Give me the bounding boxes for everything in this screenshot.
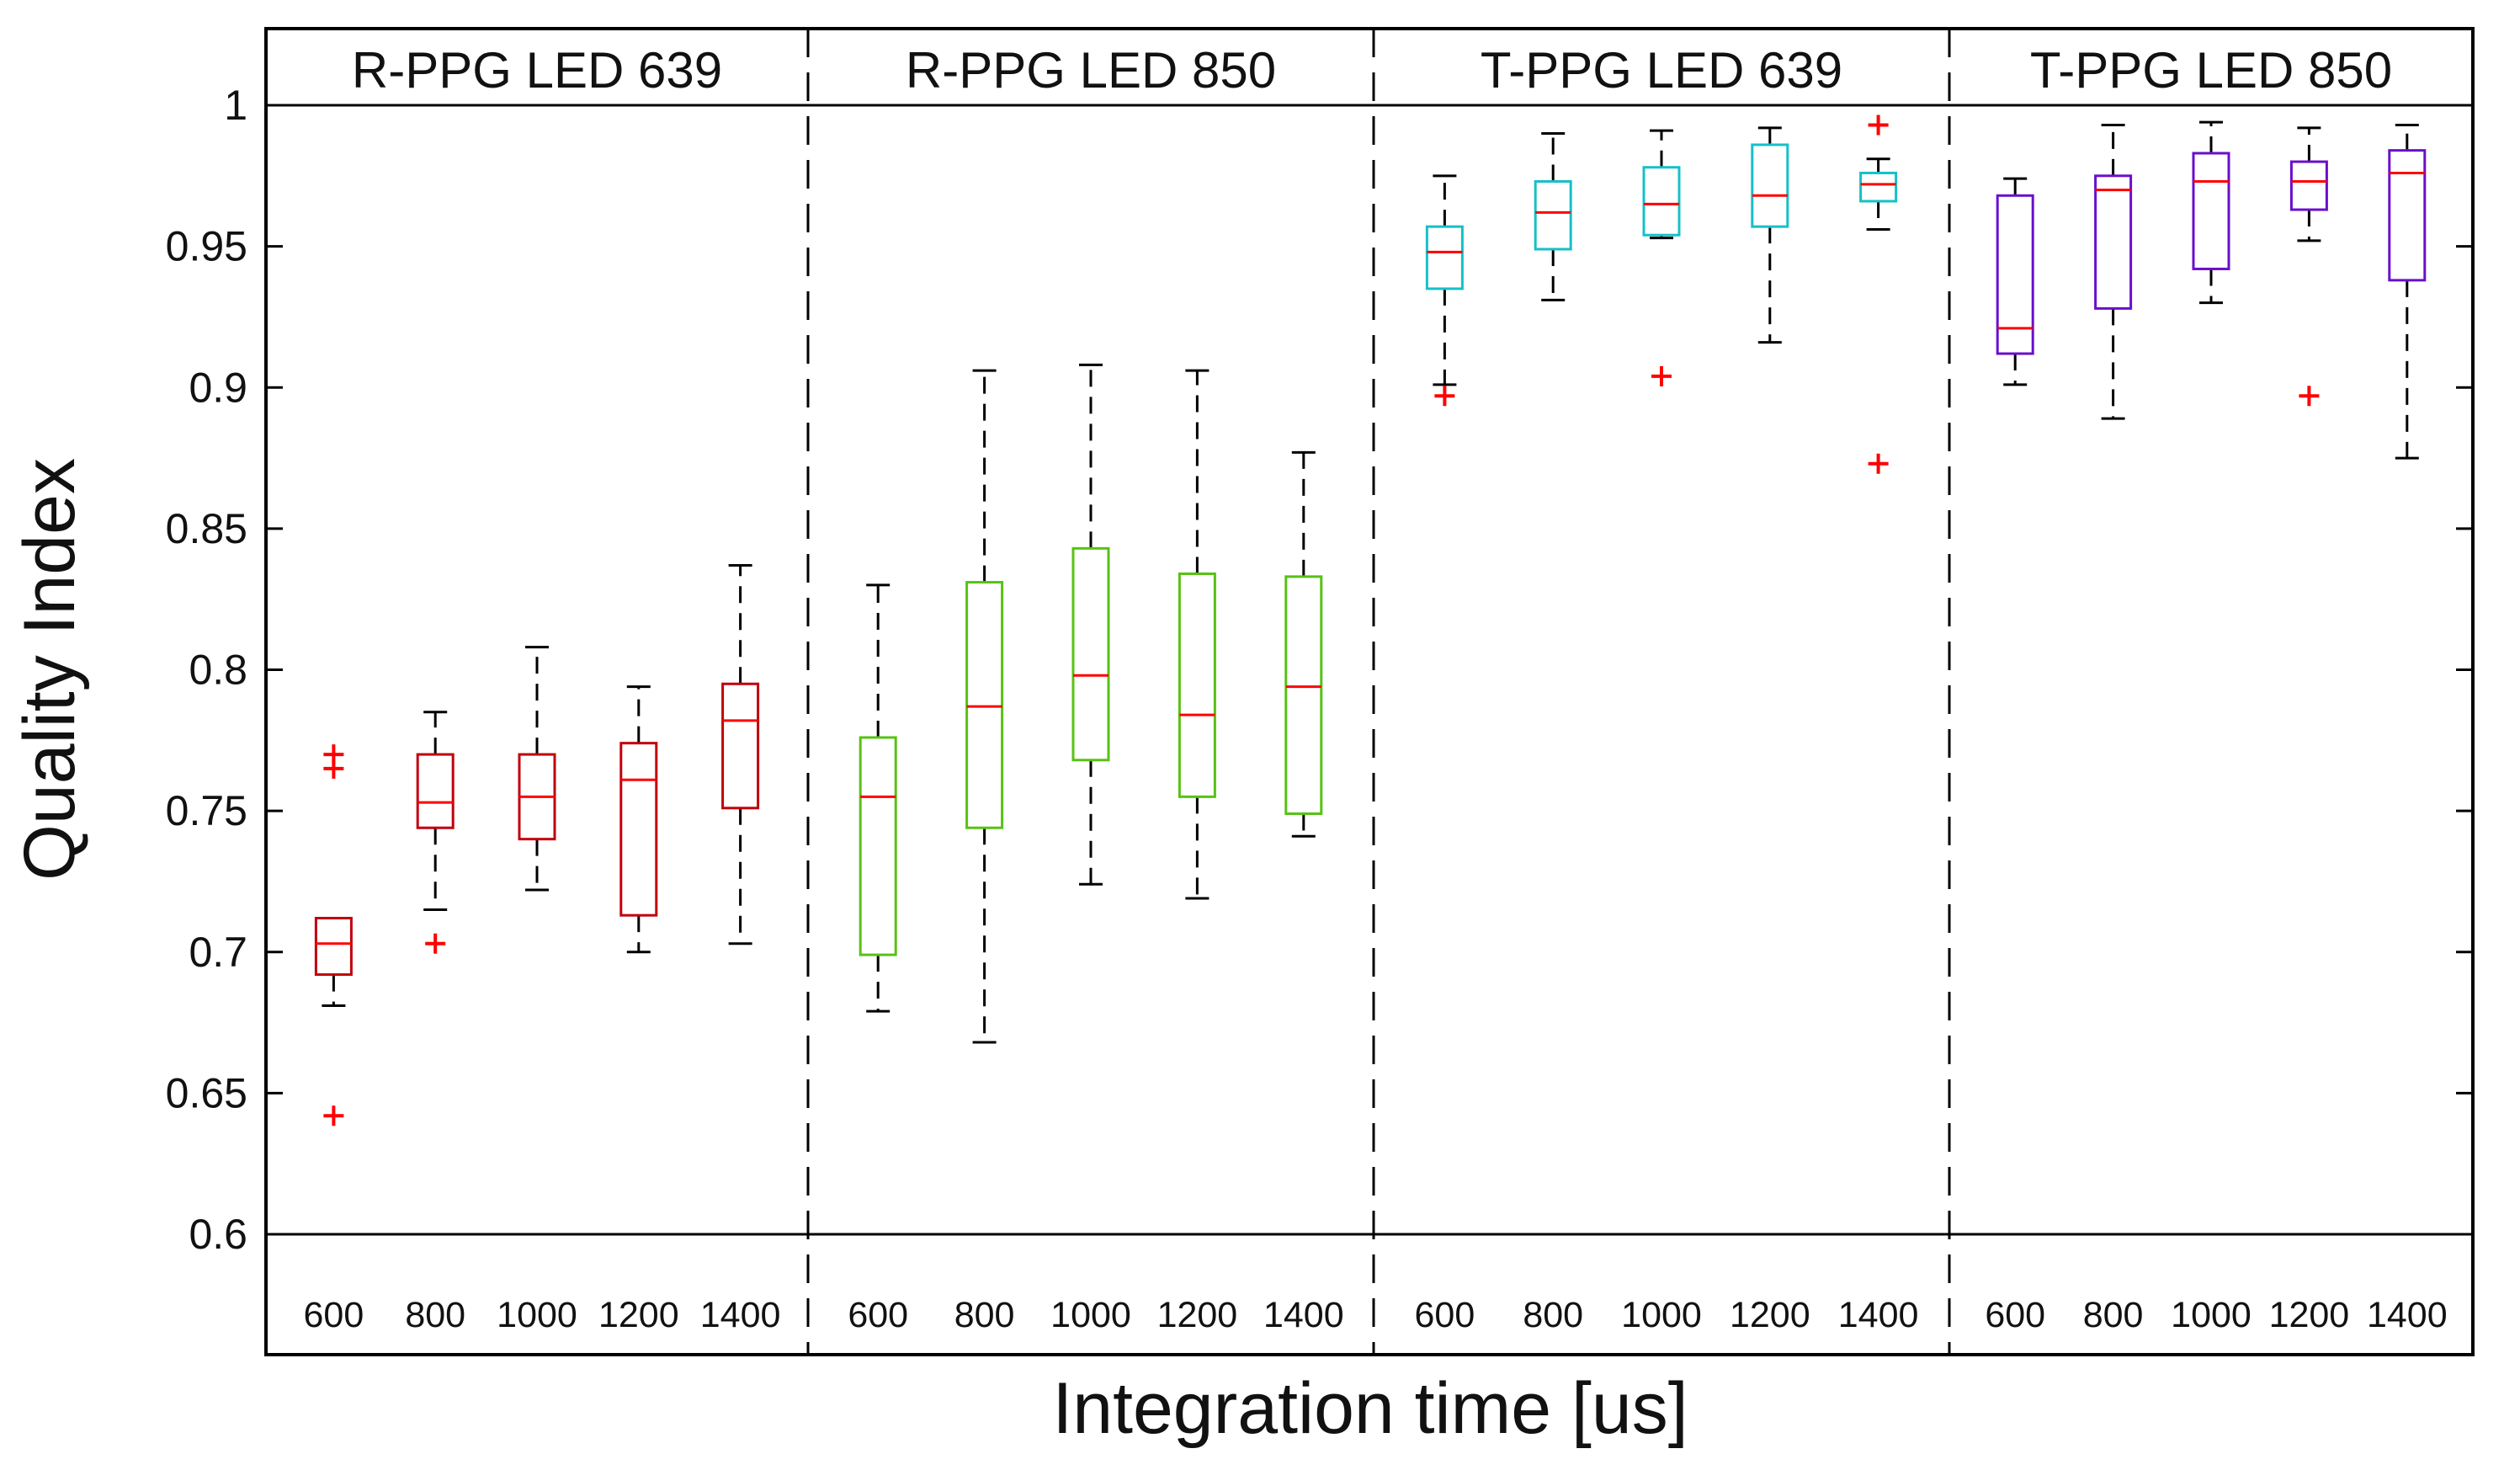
iqr-box (1534, 180, 1572, 251)
iqr-box (416, 753, 455, 829)
x-tick-label: 800 (954, 1295, 1015, 1335)
box-group (2388, 123, 2427, 460)
box-group (1751, 126, 1789, 344)
iqr-box (1642, 166, 1681, 237)
outlier-marker (1434, 386, 1455, 407)
iqr-box (859, 736, 897, 956)
x-tick-label: 600 (1985, 1295, 2045, 1335)
x-tick-label: 1000 (1050, 1295, 1131, 1335)
box-group (1071, 363, 1110, 886)
y-tick-label: 0.65 (166, 1069, 247, 1116)
plot-frame (264, 27, 2475, 1356)
x-tick-label: 1400 (2367, 1295, 2448, 1335)
box-group (1859, 115, 1898, 474)
y-tick-labels: 0.6 0.65 0.7 0.75 0.8 0.85 0.9 0.95 1 (166, 82, 247, 1258)
iqr-box (314, 917, 353, 977)
box-group (965, 369, 1004, 1044)
y-tick-marks (266, 104, 2473, 1236)
box-group (1284, 450, 1323, 838)
outlier-marker (1651, 365, 1672, 386)
y-tick-label: 0.6 (189, 1211, 247, 1258)
iqr-box (2289, 160, 2328, 211)
box-group (859, 583, 897, 1013)
panel-title: R-PPG LED 850 (906, 42, 1276, 99)
iqr-box (1071, 546, 1110, 762)
x-tick-label: 600 (304, 1295, 364, 1335)
y-tick-label: 0.85 (166, 505, 247, 552)
iqr-box (1178, 573, 1216, 798)
iqr-box (2094, 174, 2133, 310)
iqr-box (619, 742, 658, 917)
y-tick-label: 1 (224, 82, 247, 129)
box-group (1642, 129, 1681, 386)
outlier-marker (323, 1105, 344, 1126)
box-group (1178, 369, 1216, 900)
iqr-box (721, 682, 760, 810)
x-tick-label: 1400 (1263, 1295, 1344, 1335)
panel-title: T-PPG LED 639 (1481, 42, 1842, 99)
iqr-box (1751, 143, 1789, 228)
x-tick-label: 1400 (700, 1295, 781, 1335)
panel-dividers (806, 29, 1951, 1355)
box-group (619, 685, 658, 954)
box-group (518, 646, 556, 892)
box-group (2289, 126, 2328, 407)
iqr-box (1284, 575, 1323, 815)
iqr-box (1996, 194, 2034, 355)
x-tick-label: 1000 (2171, 1295, 2252, 1335)
outlier-marker (1868, 115, 1889, 136)
x-tick-label: 800 (1523, 1295, 1583, 1335)
y-tick-label: 0.95 (166, 223, 247, 270)
iqr-box (1425, 225, 1464, 290)
iqr-box (1859, 171, 1898, 203)
x-tick-label: 1200 (2269, 1295, 2350, 1335)
y-tick-label: 0.8 (189, 647, 247, 694)
box-group (721, 563, 760, 945)
x-axis-label: Integration time [us] (1052, 1368, 1688, 1449)
x-tick-label: 1200 (1730, 1295, 1810, 1335)
box-group (2094, 123, 2133, 420)
x-tick-label: 600 (848, 1295, 908, 1335)
box-plots (314, 115, 2427, 1126)
box-group (1425, 174, 1464, 407)
box-group (1534, 132, 1572, 301)
x-tick-label: 800 (405, 1295, 465, 1335)
iqr-box (2192, 152, 2230, 270)
box-group (416, 711, 455, 954)
x-tick-label: 1000 (1621, 1295, 1702, 1335)
iqr-box (2388, 149, 2427, 282)
x-tick-label: 1400 (1838, 1295, 1919, 1335)
outlier-marker (425, 933, 446, 954)
x-tick-label: 600 (1415, 1295, 1475, 1335)
box-group (314, 744, 353, 1126)
y-axis-label: Quality Index (9, 458, 90, 881)
x-tick-label: 1200 (1157, 1295, 1238, 1335)
x-tick-label: 1000 (497, 1295, 577, 1335)
panel-titles: R-PPG LED 639 R-PPG LED 850 T-PPG LED 639 T… (352, 42, 2392, 99)
outlier-marker (2299, 386, 2320, 407)
panel-title: T-PPG LED 850 (2030, 42, 2392, 99)
x-tick-label: 800 (2083, 1295, 2144, 1335)
outlier-marker (1868, 453, 1889, 474)
y-tick-label: 0.75 (166, 787, 247, 834)
y-tick-label: 0.7 (189, 929, 247, 976)
box-group (2192, 120, 2230, 305)
x-tick-labels: 600 800 1000 1200 1400 600 800 1000 1200 1400 600 8… (304, 1295, 2448, 1335)
iqr-box (965, 581, 1004, 829)
y-tick-label: 0.9 (189, 364, 247, 411)
panel-title: R-PPG LED 639 (352, 42, 722, 99)
outlier-marker (323, 744, 344, 765)
x-tick-label: 1200 (598, 1295, 679, 1335)
box-group (1996, 177, 2034, 386)
